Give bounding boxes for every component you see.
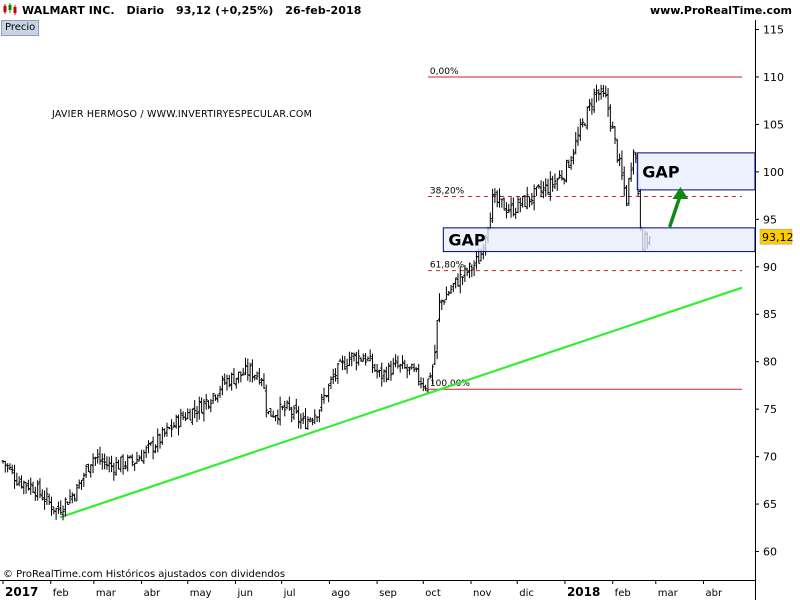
gap-zone-2 bbox=[636, 152, 756, 191]
up-arrow-shaft bbox=[667, 194, 683, 228]
fib-level-label: 38,20% bbox=[430, 187, 465, 197]
site-url[interactable]: www.ProRealTime.com bbox=[649, 4, 792, 17]
gap-label-2: GAP bbox=[642, 162, 680, 181]
y-tick-label: 105 bbox=[763, 118, 784, 131]
y-tick-label: 95 bbox=[763, 213, 777, 226]
x-tick-label: mar bbox=[658, 588, 679, 599]
author-credit: JAVIER HERMOSO / WWW.INVERTIRYESPECULAR.… bbox=[51, 109, 312, 120]
last-price-label: 93,12 bbox=[762, 231, 794, 244]
y-tick-label: 100 bbox=[763, 166, 784, 179]
chart-date: 26-feb-2018 bbox=[285, 4, 362, 17]
uptrend-line bbox=[59, 286, 743, 519]
x-tick-label: feb bbox=[53, 588, 69, 599]
last-change: 93,12 (+0,25%) bbox=[175, 4, 274, 17]
candles bbox=[1, 84, 652, 521]
x-tick-label: may bbox=[190, 588, 212, 599]
x-tick-label: dic bbox=[519, 588, 534, 599]
chart-header: WALMART INC. Diario 93,12 (+0,25%) 26-fe… bbox=[0, 0, 800, 20]
x-tick-label: jun bbox=[236, 588, 252, 599]
x-tick-label: nov bbox=[473, 588, 491, 599]
x-tick-label: ago bbox=[331, 588, 350, 599]
fib-level-label: 100,00% bbox=[430, 379, 470, 389]
y-tick-label: 85 bbox=[763, 308, 777, 321]
x-tick-label: oct bbox=[425, 588, 441, 599]
y-tick-label: 70 bbox=[763, 451, 777, 464]
last-price-tag bbox=[759, 228, 793, 245]
x-tick-label: 2018 bbox=[567, 585, 600, 599]
candlestick-icon bbox=[3, 3, 17, 18]
x-tick-label: sep bbox=[379, 588, 397, 599]
panel-tab-precio[interactable]: Precio bbox=[1, 20, 40, 36]
period-label: Diario bbox=[126, 4, 165, 17]
x-tick-label: 2017 bbox=[5, 585, 38, 599]
up-arrow-head bbox=[672, 187, 689, 200]
y-tick-label: 110 bbox=[763, 71, 784, 84]
x-tick-label: abr bbox=[144, 588, 161, 599]
y-tick-label: 60 bbox=[763, 546, 777, 559]
y-tick-label: 115 bbox=[763, 23, 784, 36]
symbol-name: WALMART INC. bbox=[22, 4, 115, 17]
x-tick-label: abr bbox=[706, 588, 723, 599]
footer-credit: © ProRealTime.com Históricos ajustados c… bbox=[3, 569, 286, 580]
x-tick-label: mar bbox=[96, 588, 117, 599]
x-tick-label: jul bbox=[283, 588, 296, 599]
y-tick-label: 75 bbox=[763, 403, 777, 416]
y-tick-label: 65 bbox=[763, 498, 777, 511]
chart-title: WALMART INC. Diario 93,12 (+0,25%) 26-fe… bbox=[22, 4, 362, 17]
fib-level-label: 61,80% bbox=[430, 261, 465, 271]
gap-zone-1 bbox=[442, 227, 756, 253]
y-tick-label: 80 bbox=[763, 356, 777, 369]
fib-level-label: 0,00% bbox=[430, 67, 459, 77]
x-tick-label: feb bbox=[615, 588, 631, 599]
y-tick-label: 90 bbox=[763, 261, 777, 274]
gap-label-1: GAP bbox=[448, 231, 486, 250]
